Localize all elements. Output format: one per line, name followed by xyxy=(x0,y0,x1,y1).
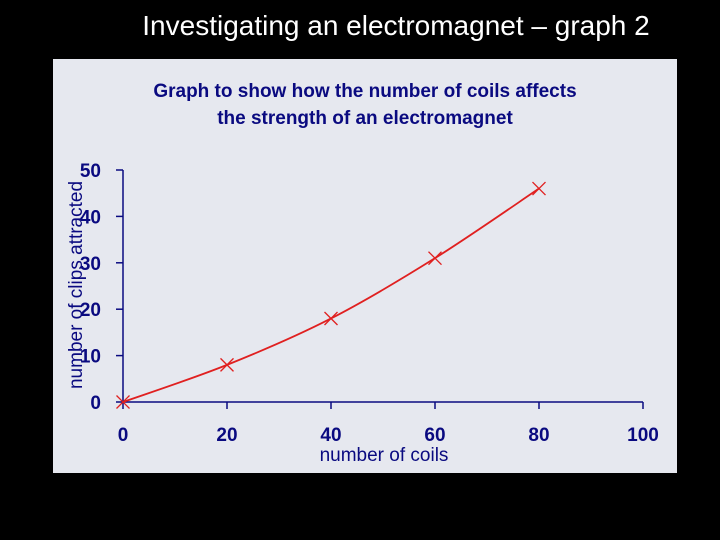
y-tick-label: 10 xyxy=(80,347,101,368)
chart-panel: Graph to show how the number of coils af… xyxy=(53,59,677,473)
x-tick-label: 80 xyxy=(528,425,549,446)
marker-stroke xyxy=(428,251,442,266)
x-tick-labels: 0 20 40 60 80 100 xyxy=(118,425,659,446)
data-point-marker xyxy=(532,181,546,196)
data-point-marker xyxy=(220,357,234,372)
x-tick-label: 60 xyxy=(424,425,445,446)
y-tick-label: 20 xyxy=(80,300,101,321)
x-axis-title: number of coils xyxy=(320,445,449,466)
chart-title-line-1: Graph to show how the number of coils af… xyxy=(153,81,576,102)
chart-title-line-2: the strength of an electromagnet xyxy=(217,108,513,129)
data-point-marker xyxy=(324,311,338,326)
y-tick-labels: 0 10 20 30 40 50 xyxy=(80,161,101,414)
slide-title: Investigating an electromagnet – graph 2 xyxy=(142,10,650,41)
marker-stroke xyxy=(324,311,338,326)
marker-stroke xyxy=(532,181,546,196)
chart-axes xyxy=(116,169,644,409)
series-group xyxy=(116,181,546,409)
chart-svg: Graph to show how the number of coils af… xyxy=(66,81,659,466)
marker-stroke xyxy=(220,357,234,372)
data-point-marker xyxy=(116,395,130,409)
marker-stroke xyxy=(116,395,130,409)
series-line xyxy=(122,187,540,403)
x-tick-label: 20 xyxy=(216,425,237,446)
y-tick-label: 30 xyxy=(80,254,101,275)
x-tick-label: 100 xyxy=(627,425,659,446)
data-point-marker xyxy=(428,251,442,266)
x-tick-label: 0 xyxy=(118,425,129,446)
y-tick-label: 40 xyxy=(80,207,101,228)
y-axis-title: number of clips attracted xyxy=(66,181,87,389)
y-tick-label: 0 xyxy=(90,393,101,414)
x-tick-label: 40 xyxy=(320,425,341,446)
y-tick-label: 50 xyxy=(80,161,101,182)
